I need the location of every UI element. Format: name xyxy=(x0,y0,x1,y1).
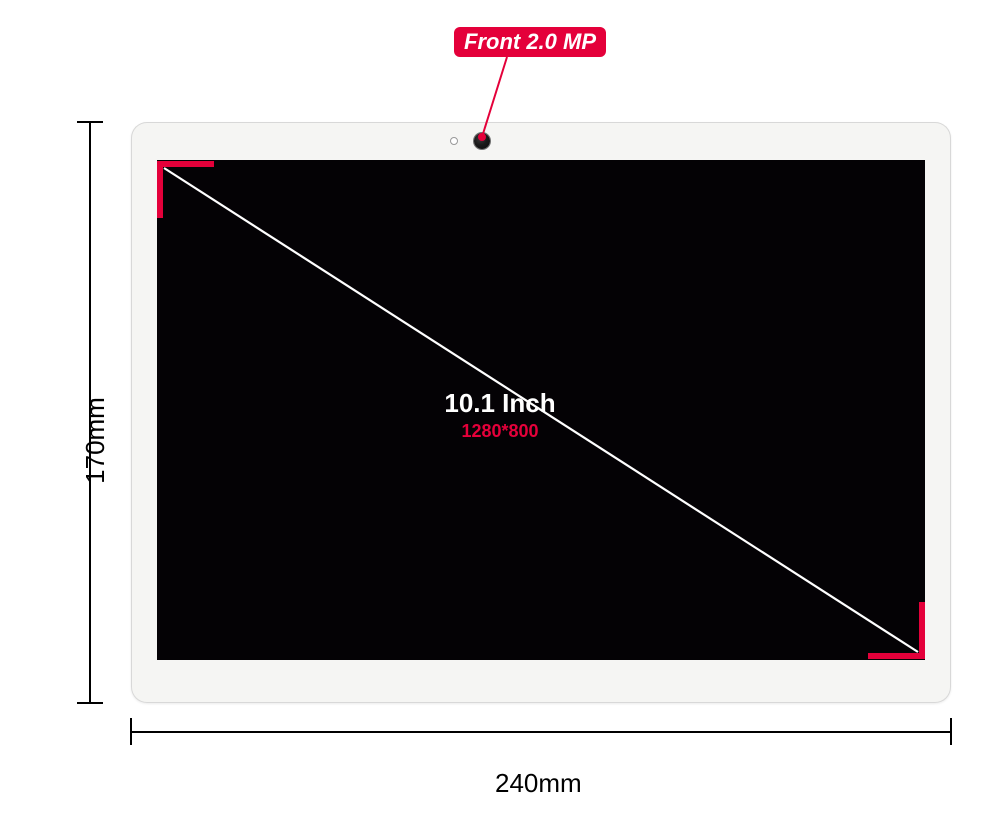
screen-spec-text: 10.1 Inch 1280*800 xyxy=(0,388,1000,442)
screen-resolution-label: 1280*800 xyxy=(0,421,1000,442)
screen-size-label: 10.1 Inch xyxy=(0,388,1000,419)
ambient-sensor-icon xyxy=(450,137,458,145)
front-camera-label-text: Front 2.0 MP xyxy=(464,29,596,54)
front-camera-icon xyxy=(474,133,490,149)
front-camera-label: Front 2.0 MP xyxy=(454,27,606,57)
width-dimension-label: 240mm xyxy=(495,768,582,799)
width-dimension-line xyxy=(131,718,951,745)
height-dimension-label: 170mm xyxy=(80,397,111,484)
